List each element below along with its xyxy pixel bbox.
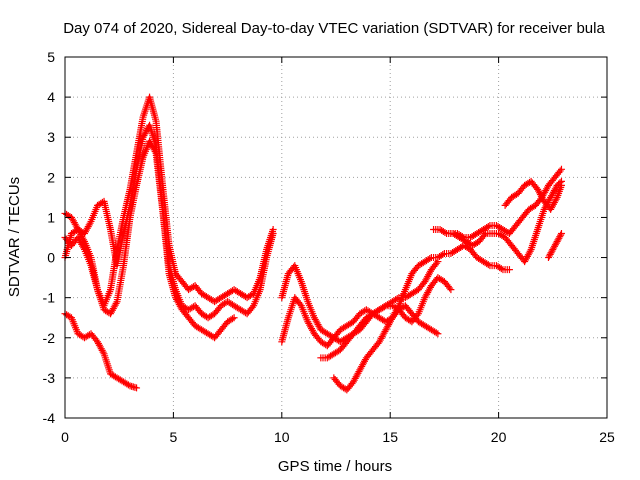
y-tick-label: 3	[47, 129, 55, 145]
y-axis-label: SDTVAR / TECUs	[6, 177, 23, 297]
data-point	[112, 299, 120, 307]
x-tick-label: 25	[599, 429, 615, 445]
y-tick-label: -1	[43, 290, 56, 306]
y-tick-label: 0	[47, 250, 55, 266]
data-point	[497, 265, 505, 273]
data-point	[458, 232, 466, 240]
series-track-5	[278, 258, 442, 346]
data-point	[393, 295, 401, 303]
data-point	[99, 348, 107, 356]
series-track-3	[61, 137, 238, 342]
y-tick-label: 1	[47, 209, 55, 225]
data-point	[505, 266, 513, 274]
y-tick-label: 4	[47, 89, 55, 105]
data-point	[434, 330, 442, 338]
series-track-12	[544, 229, 565, 262]
plot-frame	[64, 56, 608, 419]
data-point	[446, 284, 454, 292]
data-point	[557, 229, 565, 237]
plot-area	[61, 93, 565, 394]
y-tick-label: 5	[47, 49, 55, 65]
series-track-4	[61, 310, 141, 392]
series-track-7	[317, 274, 455, 362]
axes: 0 5 10 15 20 25 -4 -3 -2 -1 0 1 2 3 4 5	[43, 49, 615, 445]
y-tick-label: -2	[43, 330, 56, 346]
series-track-11	[501, 177, 565, 213]
data-point	[133, 384, 141, 392]
x-tick-label: 5	[170, 429, 178, 445]
data-point	[526, 247, 534, 255]
data-point	[556, 167, 564, 175]
y-tick-label: 2	[47, 169, 55, 185]
data-point	[484, 222, 492, 230]
x-tick-label: 10	[274, 429, 290, 445]
data-point	[557, 231, 565, 239]
data-point	[484, 261, 492, 269]
data-point	[151, 148, 159, 156]
x-tick-label: 0	[61, 429, 69, 445]
data-point	[439, 251, 447, 259]
x-tick-label: 20	[491, 429, 507, 445]
data-point	[230, 314, 238, 322]
data-point	[432, 329, 440, 337]
x-tick-label: 15	[382, 429, 398, 445]
data-point	[433, 259, 441, 267]
data-point	[80, 236, 88, 244]
data-point	[441, 228, 449, 236]
series-track-10	[447, 165, 565, 241]
x-axis-label: GPS time / hours	[278, 458, 392, 475]
data-point	[228, 315, 236, 323]
y-tick-label: -4	[43, 410, 56, 426]
data-point	[557, 165, 565, 173]
y-tick-label: -3	[43, 370, 56, 386]
chart-title: Day 074 of 2020, Sidereal Day-to-day VTE…	[63, 20, 605, 37]
data-point	[394, 303, 402, 311]
data-point	[447, 286, 455, 294]
data-point	[124, 381, 132, 389]
data-point	[426, 255, 434, 263]
data-point	[269, 229, 277, 237]
data-point	[557, 181, 565, 189]
data-point	[296, 300, 304, 308]
series-track-6	[278, 294, 442, 350]
data-point	[380, 303, 388, 311]
data-point	[86, 219, 94, 227]
data-point	[413, 311, 421, 319]
series-track-8	[330, 242, 513, 394]
data-point	[480, 231, 488, 239]
data-point	[248, 303, 256, 311]
grid	[65, 57, 607, 418]
data-point	[552, 195, 560, 203]
